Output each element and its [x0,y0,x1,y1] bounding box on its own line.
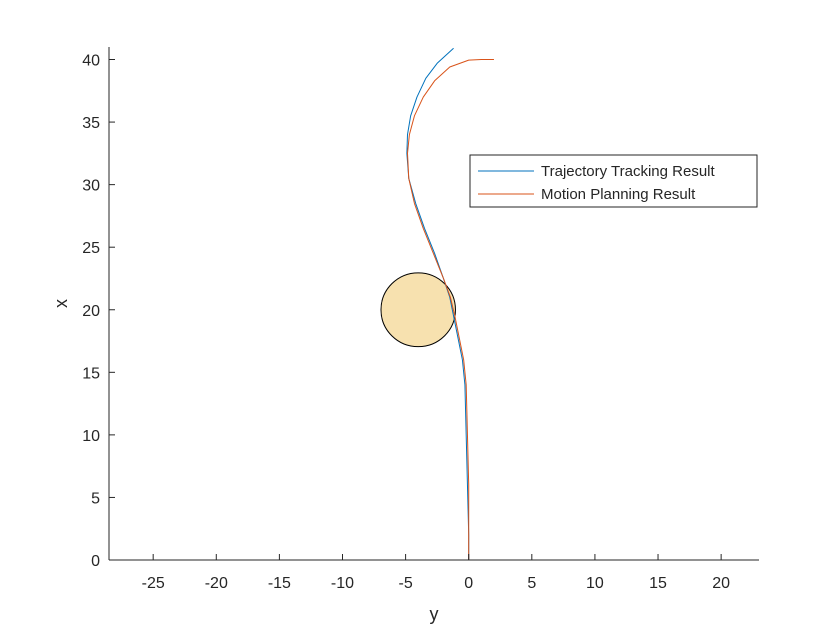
x-tick-label: 5 [527,575,536,592]
x-tick-label: 20 [712,575,730,592]
legend-box [469,154,758,208]
legend: Trajectory Tracking Result Motion Planni… [469,154,758,208]
series-line-motion-planning-result [407,59,494,560]
x-tick-label: 15 [649,575,667,592]
x-tick-label: -5 [398,575,412,592]
y-tick-label: 30 [82,178,100,195]
y-tick-label: 0 [91,553,100,570]
x-tick-label: -15 [268,575,291,592]
obstacle-circle [380,272,456,348]
y-tick-label: 10 [82,428,100,445]
plot-area [380,47,494,560]
x-axis-label: y [430,604,439,624]
y-tick-label: 15 [82,365,100,382]
x-tick-label: -25 [142,575,165,592]
x-tick-label: -10 [331,575,354,592]
x-tick-label: -20 [205,575,228,592]
y-tick-label: 35 [82,115,100,132]
y-tick-label: 25 [82,240,100,257]
x-tick-label: 10 [586,575,604,592]
legend-label-motion-planning: Motion Planning Result [541,186,696,203]
y-tick-label: 20 [82,303,100,320]
y-tick-label: 40 [82,53,100,70]
x-tick-label: 0 [464,575,473,592]
axes: -25 -20 -15 -10 -5 0 5 10 15 20 0 5 10 15 20 25 30 35 40 [82,47,759,592]
y-axis-label: x [51,299,71,308]
y-tick-label: 5 [91,490,100,507]
legend-label-trajectory-tracking: Trajectory Tracking Result [541,163,715,180]
